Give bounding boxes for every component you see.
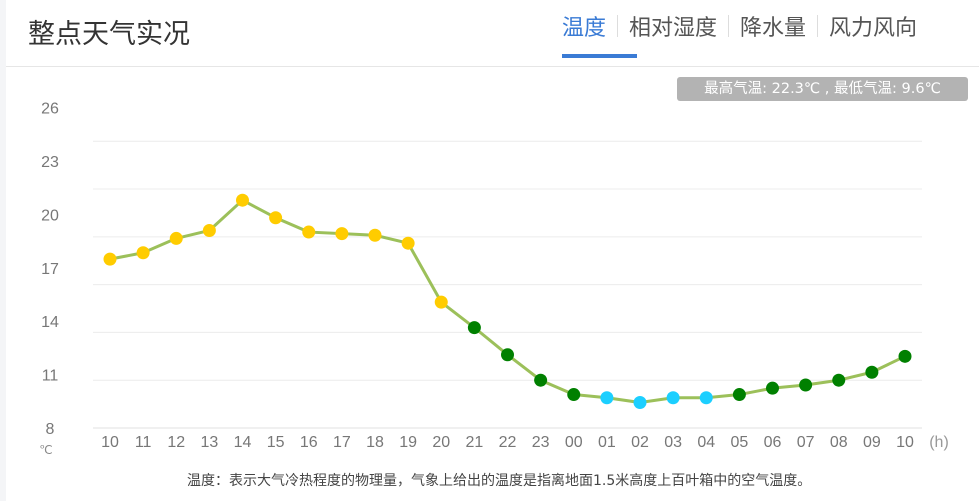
data-point (169, 231, 183, 245)
data-point (666, 391, 680, 405)
active-tab-indicator (562, 54, 637, 58)
temperature-line (109, 198, 906, 405)
x-tick-label: 13 (200, 434, 218, 451)
page-title: 整点天气实况 (28, 19, 190, 50)
x-tick-label: 10 (101, 434, 119, 451)
data-point (136, 246, 150, 260)
data-point (633, 396, 647, 410)
tab-bar: 温度 相对湿度 降水量 风力风向 (562, 10, 917, 42)
x-tick-label: 18 (366, 434, 384, 451)
data-point (865, 365, 879, 379)
y-tick-label: 8 (46, 421, 55, 438)
data-point (534, 373, 548, 387)
data-point (401, 236, 415, 250)
data-point (699, 391, 713, 405)
x-tick-label: 01 (598, 434, 616, 451)
x-tick-label: 14 (234, 434, 252, 451)
x-tick-label: 07 (797, 434, 815, 451)
y-axis-unit: ℃ (39, 443, 52, 457)
x-tick-label: 17 (333, 434, 351, 451)
data-point (898, 349, 912, 363)
tab-precipitation[interactable]: 降水量 (740, 16, 807, 41)
x-tick-label: 12 (167, 434, 185, 451)
data-point (600, 391, 614, 405)
tab-divider (817, 15, 819, 37)
x-tick-label: 03 (664, 434, 682, 451)
x-tick-label: 22 (499, 434, 517, 451)
x-tick-label: 10 (896, 434, 914, 451)
data-point (766, 381, 779, 395)
data-point (269, 211, 283, 225)
data-point (368, 228, 382, 242)
x-tick-label: 08 (830, 434, 848, 451)
tab-temperature[interactable]: 温度 (562, 16, 607, 41)
data-point (832, 373, 846, 387)
x-tick-label: 11 (135, 434, 152, 451)
data-point (467, 321, 481, 335)
y-tick-label: 11 (42, 368, 59, 385)
data-point (799, 378, 813, 392)
x-tick-label: 04 (697, 434, 715, 451)
y-tick-label: 26 (41, 101, 59, 118)
x-tick-label: 23 (532, 434, 550, 451)
x-tick-label: 19 (399, 434, 417, 451)
header-divider (6, 66, 979, 67)
tab-wind[interactable]: 风力风向 (829, 16, 918, 41)
x-tick-label: 06 (764, 434, 782, 451)
x-tick-label: 21 (465, 434, 483, 451)
data-point (434, 295, 448, 309)
y-tick-label: 23 (41, 154, 59, 171)
x-tick-label: 15 (267, 434, 285, 451)
y-tick-label: 20 (41, 207, 59, 224)
tab-divider (728, 15, 730, 37)
x-axis-unit: (h) (929, 434, 949, 451)
y-tick-label: 14 (41, 314, 59, 331)
tab-divider (617, 15, 619, 37)
x-tick-label: 00 (565, 434, 583, 451)
temperature-note: 温度：表示大气冷热程度的物理量，气象上给出的温度是指离地面1.5米高度上百叶箱中… (187, 473, 812, 489)
x-tick-label: 20 (432, 434, 450, 451)
x-tick-label: 09 (863, 434, 881, 451)
data-point (567, 388, 581, 402)
x-tick-label: 02 (631, 434, 649, 451)
data-point (236, 193, 249, 207)
data-point (103, 252, 117, 266)
temperature-summary-badge: 最高气温: 22.3℃ , 最低气温: 9.6℃ (677, 77, 968, 101)
data-point (302, 225, 316, 239)
data-point (202, 223, 216, 237)
data-point (732, 388, 746, 402)
left-strip (0, 0, 6, 501)
x-tick-label: 05 (730, 434, 748, 451)
x-tick-label: 16 (300, 434, 318, 451)
data-point (335, 227, 349, 241)
y-tick-label: 17 (41, 261, 59, 278)
data-point (501, 348, 514, 362)
tab-humidity[interactable]: 相对湿度 (629, 16, 718, 41)
